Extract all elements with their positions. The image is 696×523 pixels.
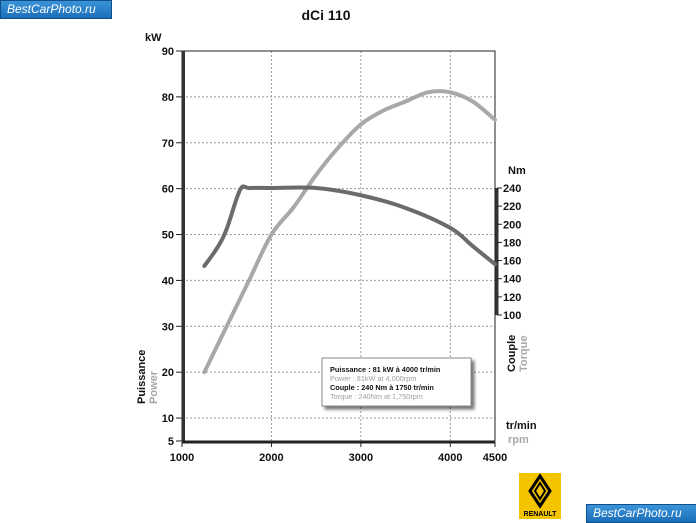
right-tick-label: 140	[503, 274, 521, 286]
watermark-bottom: BestCarPhoto.ru	[586, 504, 696, 523]
annotation-line-2: Power : 81kW at 4,000rpm	[330, 374, 416, 383]
x-axis-label-en: rpm	[508, 434, 529, 446]
right-axis-label: Couple	[506, 335, 518, 372]
watermark-top: BestCarPhoto.ru	[0, 0, 112, 19]
x-tick-label: 3000	[349, 452, 373, 464]
logo-text: RENAULT	[523, 511, 557, 518]
left-tick-label: 20	[162, 367, 174, 379]
right-tick-label: 180	[503, 237, 521, 249]
torque-line	[202, 184, 497, 269]
annotation-line-1: Puissance : 81 kW à 4000 tr/min	[330, 365, 440, 374]
right-tick-label: 100	[503, 310, 521, 322]
right-tick-label: 240	[503, 183, 521, 195]
left-axis-label-en: Power	[148, 370, 160, 404]
right-axis-label-en: Torque	[518, 336, 530, 372]
right-tick-label: 120	[503, 292, 521, 304]
x-axis-label: tr/min	[506, 420, 537, 432]
left-tick-label: 10	[162, 413, 174, 425]
right-tick-label: 220	[503, 201, 521, 213]
x-tick-label: 2000	[259, 452, 283, 464]
right-tick-label: 200	[503, 219, 521, 231]
renault-logo: RENAULT	[519, 473, 561, 519]
power-line	[202, 89, 497, 375]
renault-diamond-icon	[528, 473, 552, 509]
x-tick-label: 1000	[170, 452, 194, 464]
chart-title: dCi 110	[301, 7, 350, 23]
left-axis-ticks: 5 10 20 30 40 50 60 70 80 90	[162, 46, 182, 448]
left-tick-label: 60	[162, 184, 174, 196]
x-tick-label: 4000	[438, 452, 462, 464]
x-axis-ticks: 1000 2000 3000 4000 4500	[170, 442, 507, 464]
left-axis-unit: kW	[145, 32, 162, 44]
left-tick-label: 30	[162, 321, 174, 333]
right-axis-ticks: 100 120 140 160 180 200 220 240	[497, 183, 521, 322]
left-tick-label: 40	[162, 275, 174, 287]
annotation-line-3: Couple : 240 Nm à 1750 tr/min	[330, 383, 434, 392]
left-tick-label: 50	[162, 230, 174, 242]
left-tick-label: 70	[162, 138, 174, 150]
right-tick-label: 160	[503, 256, 521, 268]
left-tick-label: 80	[162, 92, 174, 104]
left-tick-label: 5	[168, 436, 174, 448]
annotation-box: Puissance : 81 kW à 4000 tr/min Power : …	[321, 357, 472, 407]
x-tick-label: 4500	[483, 452, 507, 464]
annotation-line-4: Torque : 240Nm at 1,750rpm	[330, 392, 423, 401]
right-axis-unit: Nm	[508, 165, 526, 177]
series-layer	[202, 89, 497, 375]
left-axis-label: Puissance	[136, 350, 148, 404]
left-tick-label: 90	[162, 46, 174, 58]
